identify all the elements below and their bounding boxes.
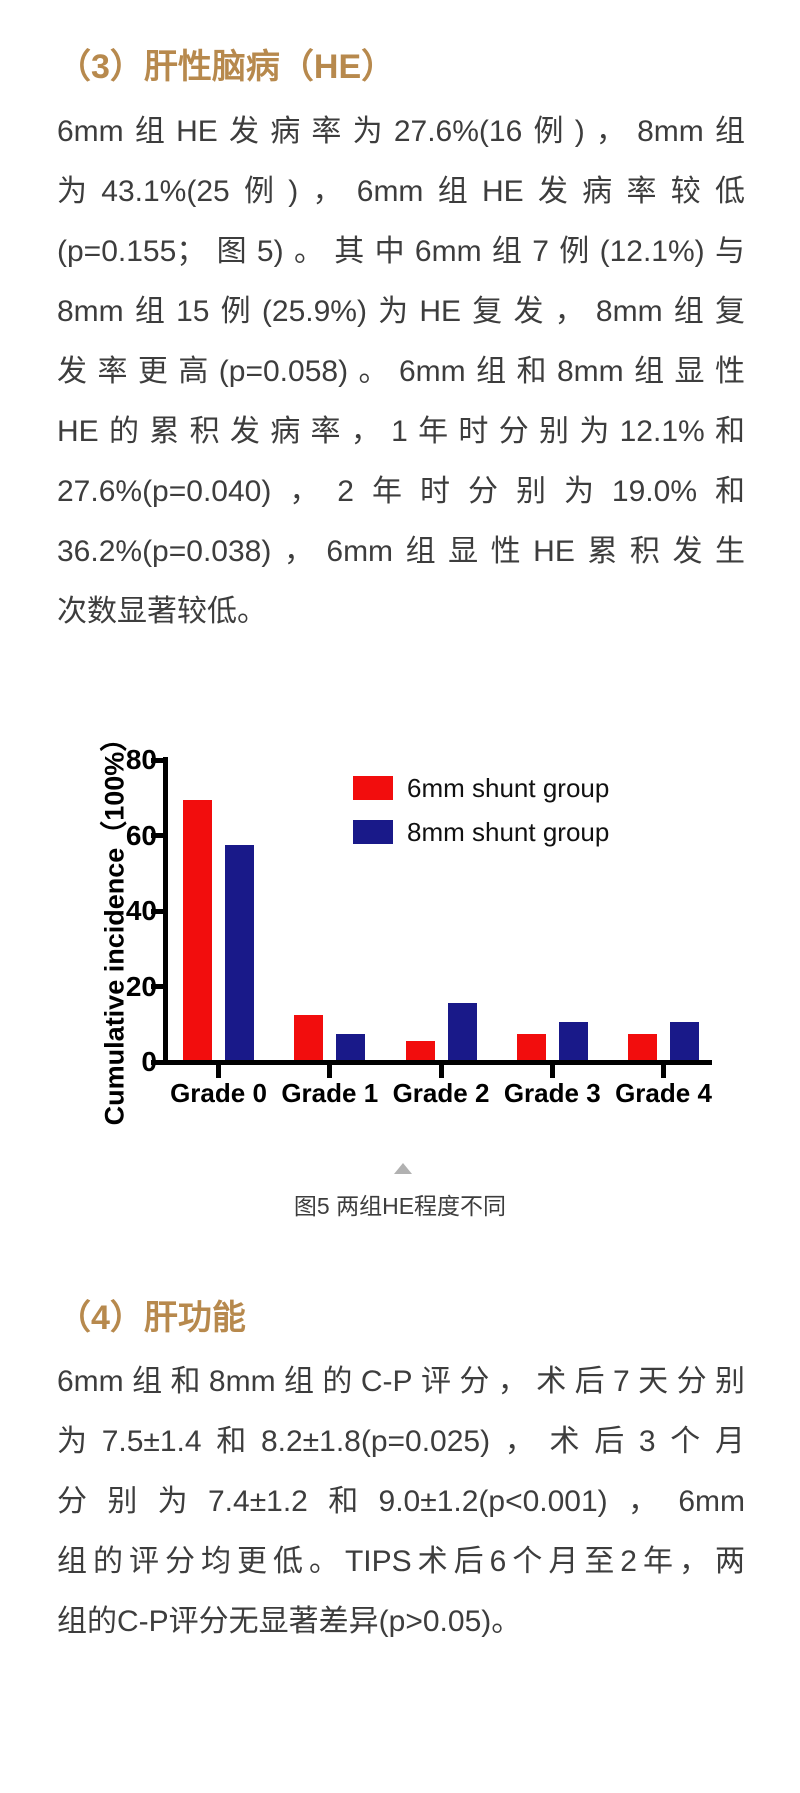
paragraph-liver-function: 6mm组和8mm组的C-P评分，术后7天分别 为7.5±1.4和8.2±1.8(p… [57,1352,745,1652]
x-tick-mark [216,1065,221,1078]
text-line: 组的C-P评分无显著差异(p>0.05)。 [57,1605,522,1638]
x-tick-label: Grade 0 [170,1078,267,1108]
x-tick-mark [549,1065,555,1078]
text-line: 8mm组15例(25.9%)为HE复发，8mm组复 [57,295,745,328]
y-axis-line [163,757,168,1065]
x-tick-mark [327,1065,333,1078]
y-tick-mark [151,757,164,763]
text-line: 发率更高(p=0.058)。6mm组和8mm组显性 [57,355,745,388]
he-grade-bar-chart: Cumulative incidence（100%） 0 20 40 60 80 Gra… [90,725,730,1125]
text-line: 27.6%(p=0.040)，2年时分别为19.0%和 [57,475,745,508]
x-axis-line [163,1060,712,1065]
bar-6mm-grade-2 [405,1041,435,1060]
y-tick-label: 40 [125,895,157,926]
y-tick-label: 20 [125,970,157,1002]
y-tick-mark [151,833,164,838]
section-heading-4-liver-function: （4）肝功能 [57,1299,246,1337]
legend-swatch-6mm [353,776,393,800]
collapse-triangle-icon [394,1163,412,1174]
legend-label-8mm: 8mm shunt group [407,817,610,847]
y-tick-label: 60 [125,819,157,851]
text-line: 为43.1%(25例)，6mm组HE发病率较低 [57,175,745,208]
text-line: 组的评分均更低。TIPS术后6个月至2年，两 [57,1545,745,1578]
text-line: HE的累积发病率，1年时分别为12.1%和 [57,415,745,448]
legend-swatch-8mm [353,820,393,844]
x-tick-mark [438,1065,444,1078]
text-line: 6mm组和8mm组的C-P评分，术后7天分别 [57,1365,745,1398]
bar-8mm-grade-3 [558,1022,588,1060]
text-line: 36.2%(p=0.038)，6mm组显性HE累积发生 [57,535,745,568]
text-line: 6mm组HE发病率为27.6%(16例)，8mm组 [57,115,745,148]
bar-6mm-grade-0 [183,800,212,1060]
y-tick-mark [151,908,164,914]
x-tick-mark [661,1065,666,1078]
y-tick-mark [151,984,164,989]
text-line: 为7.5±1.4和8.2±1.8(p=0.025)，术后3个月 [57,1425,745,1458]
bar-8mm-grade-0 [225,845,254,1060]
y-tick-label: 80 [125,744,157,775]
x-tick-label: Grade 1 [281,1078,379,1108]
bar-6mm-grade-1 [294,1015,324,1060]
section-heading-3-he: （3）肝性脑病（HE） [57,48,396,86]
paragraph-he-incidence: 6mm组HE发病率为27.6%(16例)，8mm组 为43.1%(25例)，6mm… [57,102,745,642]
text-line: 次数显著较低。 [57,595,267,628]
x-tick-label: Grade 3 [503,1078,601,1108]
bar-8mm-grade-2 [447,1003,477,1060]
text-line: 分别为7.4±1.2和9.0±1.2(p<0.001)，6mm [57,1485,745,1518]
bar-6mm-grade-4 [628,1034,657,1060]
x-tick-label: Grade 2 [392,1078,490,1108]
legend-label-6mm: 6mm shunt group [407,773,610,803]
bar-8mm-grade-1 [336,1034,366,1060]
figure-caption: 图5 两组HE程度不同 [293,1193,507,1219]
bar-8mm-grade-4 [670,1022,699,1060]
y-tick-label: 0 [141,1046,157,1077]
text-line: (p=0.155；图5)。其中6mm组7例(12.1%)与 [57,235,745,268]
bar-6mm-grade-3 [516,1034,546,1060]
y-tick-mark [151,1059,164,1065]
x-tick-label: Grade 4 [615,1078,712,1108]
